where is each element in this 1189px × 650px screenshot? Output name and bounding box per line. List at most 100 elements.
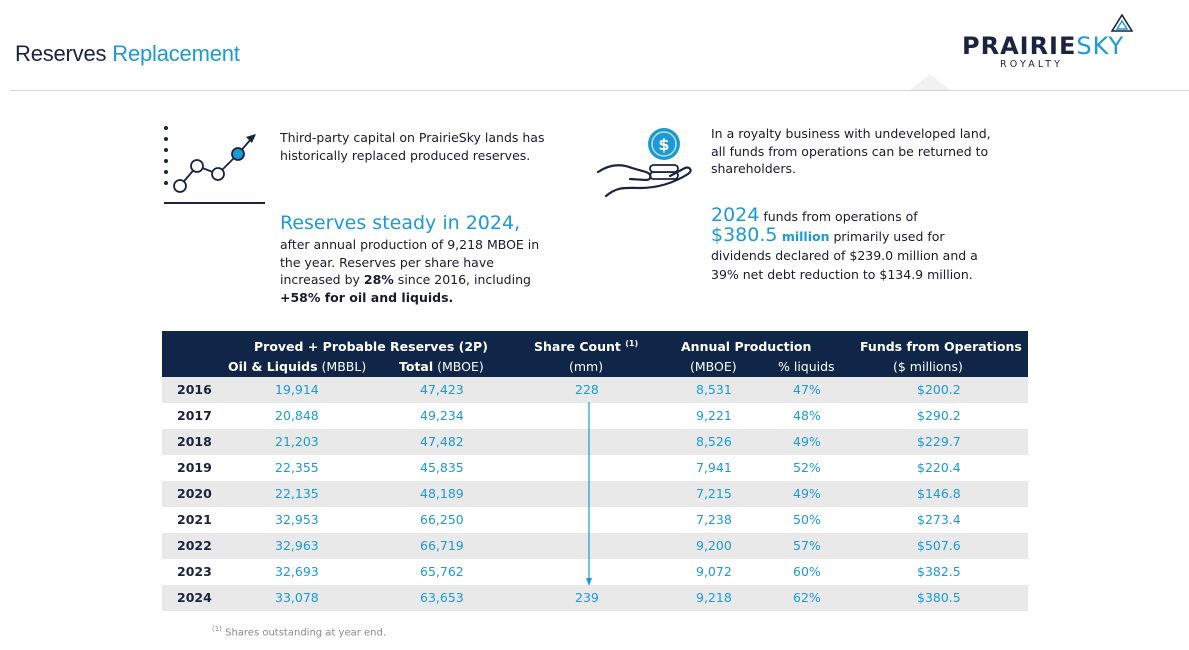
footnote: (1) Shares outstanding at year end. [212,625,386,638]
header-share-count: Share Count (1) [534,339,638,354]
oil-liquids-cell: 21,203 [275,434,319,449]
title-part-1: Reserves [15,41,107,66]
ffo-line-1: funds from operations of [759,209,918,224]
percent-liquids-cell: 62% [793,590,821,605]
percent-liquids-cell: 57% [793,538,821,553]
header-share-a: Share Count [534,339,621,355]
oil-liquids-cell: 32,953 [275,512,319,527]
percent-liquids-cell: 50% [793,512,821,527]
year-cell: 2021 [177,512,212,527]
footnote-sup: (1) [212,625,222,633]
table-row: 2017 20,848 49,234 9,221 48% $290.2 [162,403,1028,429]
share-count-cell: 239 [575,590,599,605]
reserves-body-bold-2: +58% for oil and liquids. [280,289,454,305]
ffo-cell: $290.2 [917,408,961,423]
ffo-statement: 2024 funds from operations of $380.5 mill… [711,206,1001,284]
production-mboe-cell: 9,221 [696,408,732,423]
year-cell: 2018 [177,434,212,449]
year-cell: 2017 [177,408,212,423]
year-cell: 2024 [177,590,212,605]
production-mboe-cell: 7,941 [696,460,732,475]
total-mboe-cell: 47,482 [420,434,464,449]
percent-liquids-cell: 49% [793,486,821,501]
production-mboe-cell: 9,200 [696,538,732,553]
table-row: 2019 22,355 45,835 7,941 52% $220.4 [162,455,1028,481]
table-row: 2016 19,914 47,423 228 8,531 47% $200.2 [162,377,1028,403]
ffo-amount: $380.5 [711,224,778,246]
year-cell: 2016 [177,382,212,397]
header-share-unit: (mm) [569,359,604,374]
total-mboe-cell: 47,423 [420,382,464,397]
total-mboe-cell: 49,234 [420,408,464,423]
capital-statement: Third-party capital on PrairieSky lands … [280,130,545,163]
ffo-cell: $200.2 [917,382,961,397]
title-part-2: Replacement [112,41,240,66]
percent-liquids-cell: 52% [793,460,821,475]
ffo-million: million [777,229,830,244]
production-mboe-cell: 8,531 [696,382,732,397]
table-row: 2023 32,693 65,762 9,072 60% $382.5 [162,559,1028,585]
total-mboe-cell: 66,719 [420,538,464,553]
table-header: Proved + Probable Reserves (2P) Oil & Li… [162,331,1028,377]
year-cell: 2023 [177,564,212,579]
header-oil-a: Oil & Liquids [228,359,318,374]
percent-liquids-cell: 48% [793,408,821,423]
prairiesky-logo: PRAIRIESKY ROYALTY [962,14,1157,74]
oil-liquids-cell: 22,135 [275,486,319,501]
svg-text:$: $ [658,135,669,154]
hand-with-coins-icon: $ [596,128,692,198]
page-title: Reserves Replacement [15,41,240,67]
total-mboe-cell: 66,250 [420,512,464,527]
production-mboe-cell: 8,526 [696,434,732,449]
ffo-year: 2024 [711,204,760,226]
header-total-a: Total [399,359,434,374]
reserves-headline: Reserves steady in 2024, [280,212,521,234]
year-cell: 2022 [177,538,212,553]
oil-liquids-cell: 32,963 [275,538,319,553]
share-count-cell: 228 [575,382,599,397]
production-mboe-cell: 7,215 [696,486,732,501]
share-count-arrow-icon [586,402,592,586]
reserves-body-b: since 2016, including [393,272,531,287]
table-row: 2024 33,078 63,653 239 9,218 62% $380.5 [162,585,1028,611]
oil-liquids-cell: 20,848 [275,408,319,423]
reserves-body-a: after annual production of 9,218 MBOE in… [280,237,540,287]
logo-word-prairie: PRAIRIE [962,32,1077,60]
header-ffo: Funds from Operations [860,339,1022,354]
table-body: 2016 19,914 47,423 228 8,531 47% $200.2 2017 20,… [162,377,1028,611]
total-mboe-cell: 63,653 [420,590,464,605]
header-percent-liquids: % liquids [778,359,835,374]
ffo-cell: $229.7 [917,434,961,449]
ffo-cell: $273.4 [917,512,961,527]
reserves-body: after annual production of 9,218 MBOE in… [280,236,550,306]
header-share-sup: (1) [625,339,639,348]
year-cell: 2020 [177,486,212,501]
table-row: 2018 21,203 47,482 8,526 49% $229.7 [162,429,1028,455]
production-mboe-cell: 7,238 [696,512,732,527]
header-production-mboe: (MBOE) [690,359,737,374]
oil-liquids-cell: 32,693 [275,564,319,579]
header-ffo-unit: ($ millions) [893,359,963,374]
oil-liquids-cell: 33,078 [275,590,319,605]
total-mboe-cell: 45,835 [420,460,464,475]
reserves-body-bold-1: 28% [363,272,394,287]
reserves-table: Proved + Probable Reserves (2P) Oil & Li… [162,331,1028,611]
footnote-text: Shares outstanding at year end. [221,627,387,639]
table-row: 2020 22,135 48,189 7,215 49% $146.8 [162,481,1028,507]
oil-liquids-cell: 19,914 [275,382,319,397]
ffo-cell: $380.5 [917,590,961,605]
production-mboe-cell: 9,072 [696,564,732,579]
growth-chart-icon [164,126,265,204]
header-total-b: (MBOE) [433,359,484,374]
watermark-triangle-icon [910,74,950,90]
production-mboe-cell: 9,218 [696,590,732,605]
percent-liquids-cell: 60% [793,564,821,579]
logo-word-sky: SKY [1076,32,1125,60]
ffo-cell: $220.4 [917,460,961,475]
royalty-statement: In a royalty business with undeveloped l… [711,126,991,176]
header-total: Total (MBOE) [399,359,484,374]
total-mboe-cell: 48,189 [420,486,464,501]
header-oil-b: (MBBL) [317,359,367,374]
ffo-cell: $507.6 [917,538,961,553]
year-cell: 2019 [177,460,212,475]
